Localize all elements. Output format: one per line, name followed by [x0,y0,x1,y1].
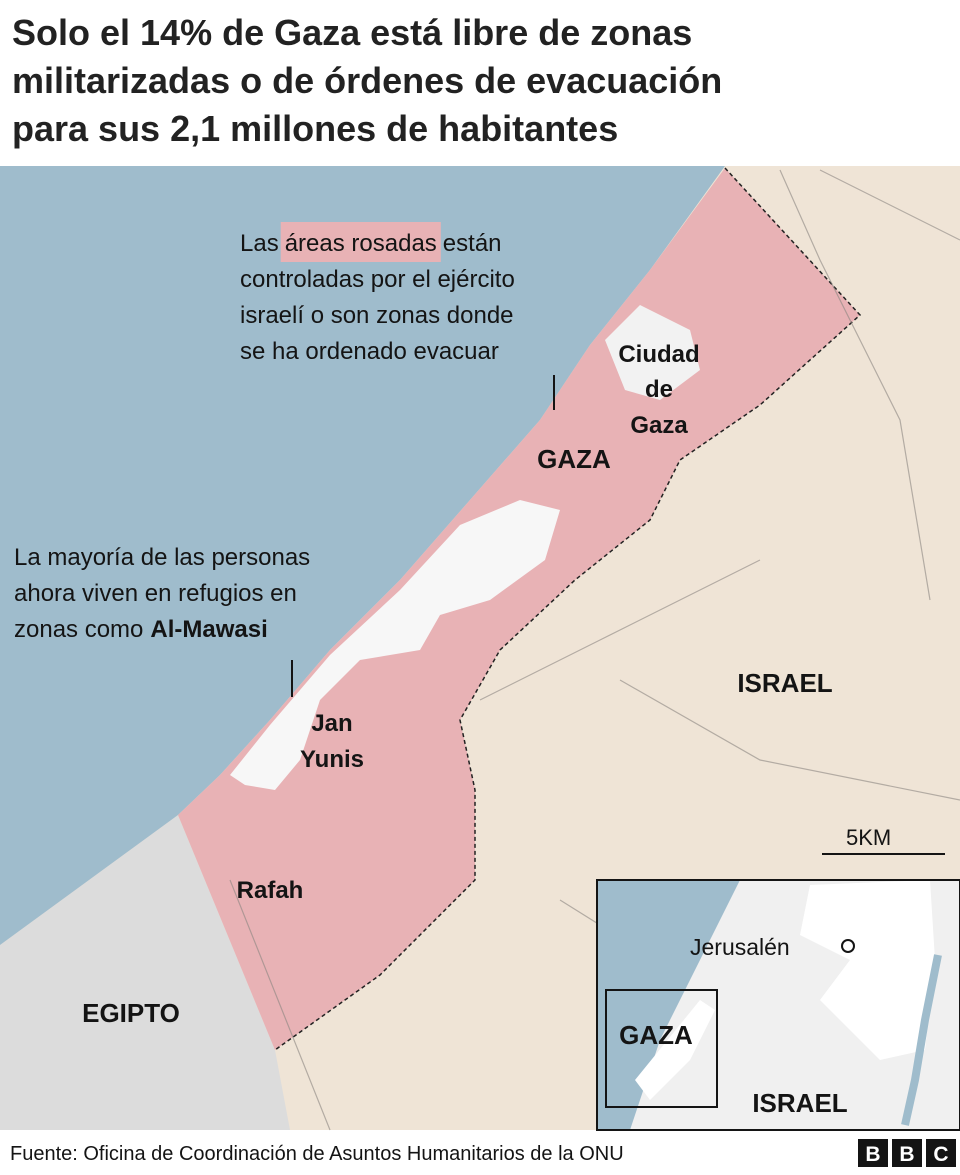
inset-label: GAZA [619,1020,693,1050]
place-label: Yunis [300,746,364,773]
annotation-highlight: áreas rosadas [285,230,437,257]
place-label: EGIPTO [82,998,180,1028]
annotation-line: zonas como Al-Mawasi [14,616,268,643]
title-line: militarizadas o de órdenes de evacuación [12,60,722,101]
inset-strip [635,1000,715,1100]
annotation-line: controladas por el ejército [240,266,515,293]
inset-label: ISRAEL [752,1088,847,1118]
border [274,167,862,1051]
inset-map: Jerusalén GAZA ISRAEL [596,879,960,1131]
mawasi-area [230,500,560,790]
city-marker [841,939,855,953]
logo-letter: B [865,1143,880,1166]
source: Fuente: Oficina de Coordinación de Asunt… [10,1143,624,1165]
place-label: ISRAEL [737,668,832,698]
place-label: Gaza [630,412,688,439]
inset-frame [605,989,718,1108]
logo-box [858,1139,888,1167]
scale-label: 5KM [846,825,891,850]
inset-sea [597,880,740,1130]
annotation-line: La mayoría de las personas [14,544,310,571]
place-label: de [645,376,673,403]
logo-box [892,1139,922,1167]
place-label: Rafah [237,877,304,904]
inset-border [596,879,960,1131]
city-area [605,305,700,400]
title-line: Solo el 14% de Gaza está libre de zonas [12,12,692,53]
annotation-text: están [443,230,502,257]
map: Las áreas rosadas están controladas por el… [0,166,960,1131]
title-line: para sus 2,1 millones de habitantes [12,108,618,149]
logo-letter: B [899,1143,914,1166]
annotation: Las áreas rosadas están controladas por el… [240,222,515,365]
annotation-line: se ha ordenado evacuar [240,338,499,365]
annotation-bold: Al-Mawasi [150,616,267,643]
title: Solo el 14% de Gaza está libre de zonas … [12,12,722,149]
place-label: Jan [311,710,352,737]
annotation-text: zonas como [14,616,143,643]
inset-westbank [800,880,935,1060]
highlight [280,222,441,262]
inset-label: Jerusalén [690,934,790,960]
annotation-line: ahora viven en refugios en [14,580,297,607]
gaza-strip [178,168,860,1050]
annotation-text: Las [240,230,279,257]
logo-letter: C [933,1143,948,1166]
place-label: Ciudad [618,341,699,368]
egypt [0,815,290,1130]
annotation: La mayoría de las personas ahora viven e… [14,544,310,643]
logo-box [926,1139,956,1167]
annotation-line: israelí o son zonas donde [240,302,514,329]
sea [0,166,725,945]
inset-river [901,954,942,1126]
annotation-line: Las áreas rosadas están [240,230,502,257]
place-label: GAZA [537,444,611,474]
